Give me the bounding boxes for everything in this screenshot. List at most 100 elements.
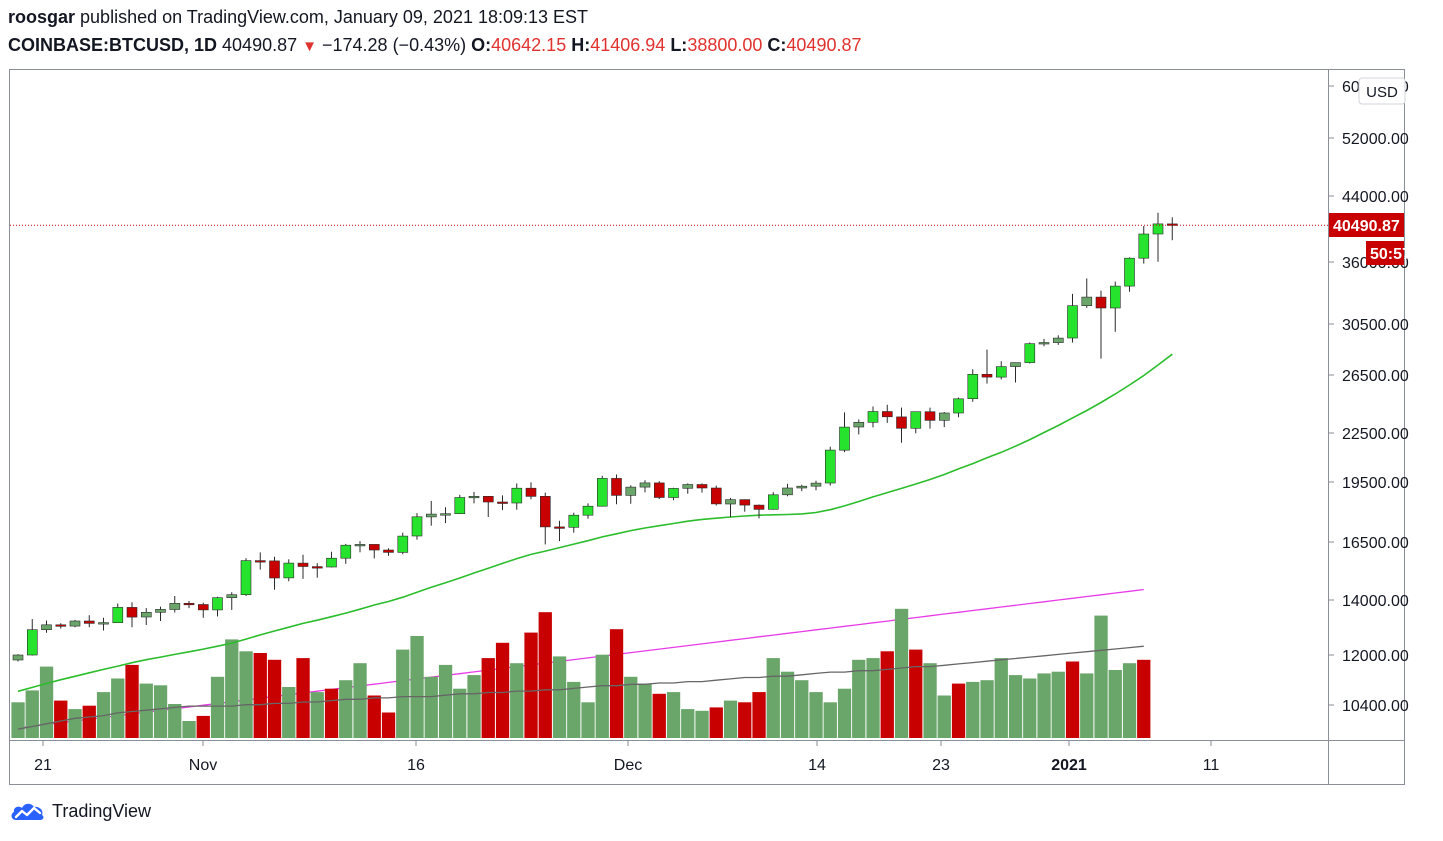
volume-bar [339,680,353,738]
volume-bar [809,692,823,738]
candle-body [383,549,394,553]
volume-bar [1037,673,1051,738]
candle [155,606,166,621]
volume-bar [1094,615,1108,738]
volume-bar [239,651,253,738]
published-text: published on TradingView.com, January 09… [75,7,589,27]
candle-body [539,495,551,528]
candle [84,615,95,628]
volume-bar [795,680,809,738]
candle [297,554,309,579]
candle [953,397,964,418]
candle-body [967,373,979,399]
volume-bar [624,676,638,738]
volume-ma-line [17,645,1144,730]
candle [112,603,124,624]
volume-bar [581,702,595,738]
candle [596,475,608,507]
candle-body [625,486,637,496]
candle-body [440,513,451,516]
candle-body [354,544,366,547]
candle-body [425,513,437,518]
price-tick-label: 16500.00 [1342,535,1409,552]
open-label: O: [471,35,492,55]
candle [824,446,836,486]
volume-bar [481,658,495,738]
currency-button-box[interactable] [1358,77,1406,105]
volume-bar [709,707,723,738]
volume-bar [1051,671,1065,738]
volume-bar [852,659,866,738]
candle-body [1124,257,1135,287]
time-tick-label: Nov [189,757,217,774]
candle [69,619,81,628]
candle-body [554,526,565,529]
candle [554,520,565,542]
volume-bar [68,709,82,738]
volume-bar [994,658,1008,738]
volume-bar [909,649,923,738]
candle-body [397,535,409,553]
candle [539,492,551,545]
volume-bar [82,705,96,738]
time-tick-label: 23 [932,757,950,774]
candle-body [639,482,651,488]
close-label: C: [767,35,787,55]
price-tick-label: 22500.00 [1342,426,1409,443]
candle-body [511,487,523,504]
volume-bar [766,658,780,738]
candle-body [1067,305,1078,339]
candle-body [12,654,24,661]
candle [639,480,651,493]
candle [41,620,52,633]
price-tick-label: 44000.00 [1342,189,1409,206]
candle [497,495,508,511]
low-value: 38800.00 [687,35,763,55]
volume-bar [1008,675,1023,738]
symbol-legend: COINBASE:BTCUSD, 1D 40490.87 ▼ −174.28 (… [8,35,861,56]
volume-bar [695,710,709,738]
candle-body [653,482,665,498]
candle [582,503,594,519]
time-tick-label: 14 [808,757,826,774]
candle-body [226,594,238,599]
candle-body [340,544,352,559]
candle-body [953,398,964,414]
volume-bar [367,695,381,738]
candle-body [668,488,679,498]
open-value: 40642.15 [491,35,567,55]
candle [198,602,209,618]
volume-bar [595,654,609,738]
volume-bar [837,688,852,738]
currency-label[interactable]: USD [1366,84,1398,101]
candle-body [1152,223,1164,235]
candle-body [1038,342,1050,345]
candle [1124,257,1135,292]
candle [611,474,622,505]
candle [625,485,637,504]
symbol-title[interactable]: COINBASE:BTCUSD, 1D [8,35,218,55]
countdown-badge-bg [1366,241,1404,265]
price-tick-label: 26500.00 [1342,368,1409,385]
close-value: 40490.87 [786,35,862,55]
candle [1053,335,1064,345]
candle [126,602,138,628]
author-name[interactable]: roosgar [8,7,76,27]
brand-logo[interactable]: TradingView [10,800,151,822]
candle [525,482,537,500]
countdown-badge-text: 50:57 [1370,246,1411,263]
candle [1067,293,1078,343]
candle [1038,338,1050,347]
price-tick-label: 10400.00 [1342,698,1409,715]
volume-bar [39,666,54,738]
candle-body [824,449,836,484]
price-tick-label: 12000.00 [1342,648,1409,665]
high-label: H: [571,35,591,55]
candle-body [283,562,295,579]
currency-button[interactable]: USD [1358,77,1406,105]
candle [269,556,280,590]
volume-bar [1080,673,1094,738]
candle [653,481,665,499]
candle-body [924,411,936,421]
